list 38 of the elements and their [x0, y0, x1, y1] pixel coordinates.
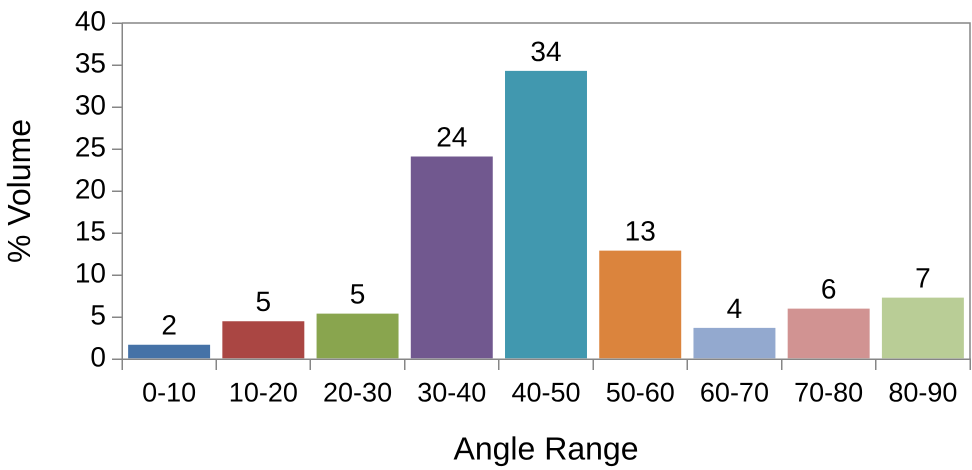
y-tick-label: 0 — [90, 342, 106, 373]
data-label: 13 — [624, 216, 656, 247]
x-tick-label: 30-40 — [417, 378, 486, 408]
x-tick-label: 20-30 — [323, 378, 392, 408]
data-label: 24 — [436, 122, 468, 153]
bar — [693, 328, 776, 358]
data-label: 5 — [256, 286, 272, 318]
y-tick-label: 25 — [74, 132, 106, 163]
bar — [316, 314, 399, 358]
bar — [882, 298, 964, 358]
bar — [128, 344, 210, 358]
x-tick-label: 50-60 — [606, 378, 675, 408]
data-label: 5 — [350, 278, 366, 310]
x-tick-label: 10-20 — [228, 378, 298, 408]
data-label: 2 — [161, 310, 177, 341]
y-tick-label: 15 — [74, 216, 106, 247]
x-tick-label: 40-50 — [511, 378, 581, 408]
bar — [788, 308, 870, 358]
data-label: 6 — [820, 274, 836, 305]
y-tick-label: 30 — [74, 90, 106, 121]
data-label: 4 — [726, 292, 742, 324]
x-tick-label: 80-90 — [888, 378, 958, 408]
x-axis-title: Angle Range — [453, 430, 639, 467]
y-tick-label: 35 — [74, 48, 106, 79]
y-tick-label: 5 — [90, 300, 106, 331]
y-tick-label: 10 — [74, 258, 106, 289]
bar — [599, 250, 682, 358]
y-tick-label: 40 — [74, 6, 106, 37]
data-label: 7 — [915, 262, 931, 294]
y-tick-label: 20 — [74, 174, 106, 205]
x-tick-label: 0-10 — [142, 378, 196, 408]
bar — [410, 156, 493, 358]
bar — [505, 70, 587, 358]
x-tick-label: 60-70 — [700, 378, 769, 408]
x-tick-label: 70-80 — [794, 378, 864, 408]
bar — [222, 321, 304, 358]
data-label: 34 — [530, 36, 562, 67]
y-axis-title: % Volume — [1, 118, 38, 264]
